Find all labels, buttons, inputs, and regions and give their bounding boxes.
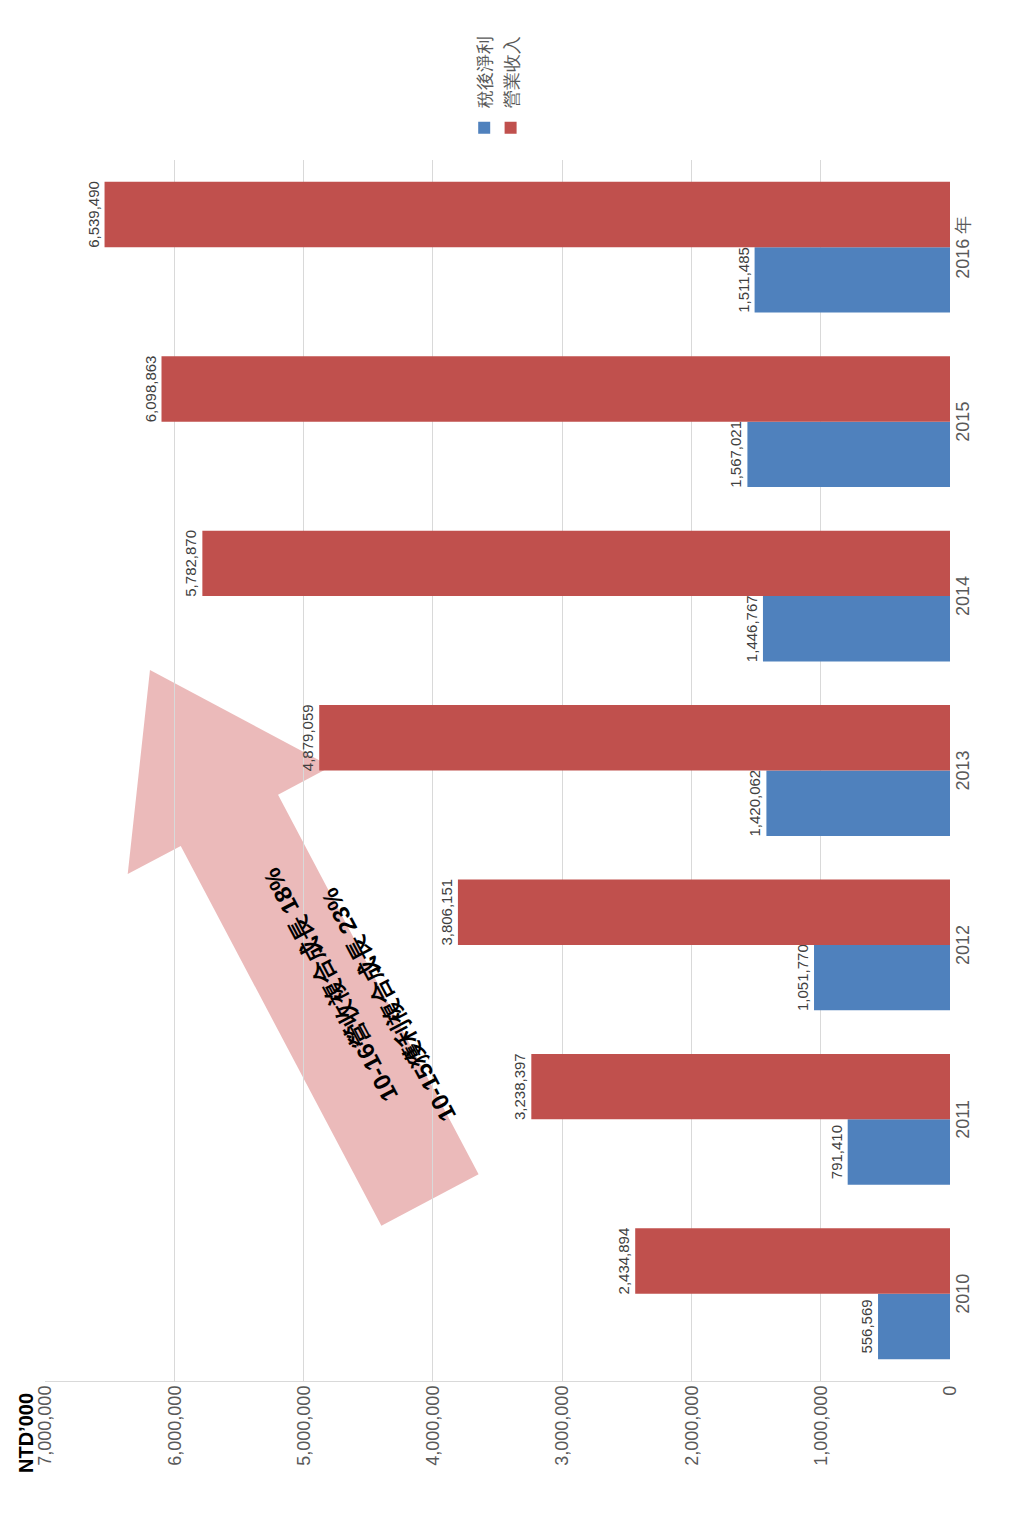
svg-text:6,000,000: 6,000,000: [165, 1386, 185, 1466]
svg-text:556,569: 556,569: [858, 1299, 875, 1353]
svg-text:5,000,000: 5,000,000: [294, 1386, 314, 1466]
svg-text:2012: 2012: [953, 925, 973, 965]
svg-text:1,511,485: 1,511,485: [735, 247, 752, 313]
svg-text:1,446,767: 1,446,767: [743, 595, 760, 662]
svg-text:稅後淨利: 稅後淨利: [475, 36, 495, 108]
svg-text:0: 0: [940, 1386, 960, 1396]
svg-text:10-16營收複合成長 18%: 10-16營收複合成長 18%: [258, 863, 403, 1106]
svg-text:3,806,151: 3,806,151: [438, 879, 455, 946]
svg-text:2016 年: 2016 年: [953, 216, 973, 279]
svg-text:791,410: 791,410: [828, 1125, 845, 1179]
svg-text:10-15獲利複合成長 23%: 10-15獲利複合成長 23%: [316, 883, 461, 1126]
svg-text:1,567,021: 1,567,021: [727, 421, 744, 488]
svg-text:2,000,000: 2,000,000: [682, 1386, 702, 1466]
svg-text:4,000,000: 4,000,000: [423, 1386, 443, 1466]
svg-text:7,000,000: 7,000,000: [35, 1386, 55, 1466]
svg-text:6,539,490: 6,539,490: [85, 181, 102, 248]
svg-text:3,000,000: 3,000,000: [552, 1386, 572, 1466]
svg-text:4,879,059: 4,879,059: [299, 704, 316, 771]
svg-text:3,238,397: 3,238,397: [511, 1053, 528, 1120]
svg-text:1,420,062: 1,420,062: [746, 770, 763, 837]
svg-text:1,051,770: 1,051,770: [794, 944, 811, 1011]
svg-text:營業收入: 營業收入: [502, 36, 522, 108]
svg-text:2014: 2014: [953, 576, 973, 616]
svg-text:5,782,870: 5,782,870: [182, 530, 199, 597]
svg-text:1,000,000: 1,000,000: [811, 1386, 831, 1466]
svg-text:NTD’000: NTD’000: [15, 1393, 37, 1473]
svg-text:2010: 2010: [953, 1274, 973, 1314]
svg-text:2,434,894: 2,434,894: [615, 1228, 632, 1295]
svg-text:2011: 2011: [953, 1100, 973, 1139]
svg-text:2013: 2013: [953, 750, 973, 790]
svg-text:2015: 2015: [953, 402, 973, 442]
svg-text:6,098,863: 6,098,863: [142, 356, 159, 423]
